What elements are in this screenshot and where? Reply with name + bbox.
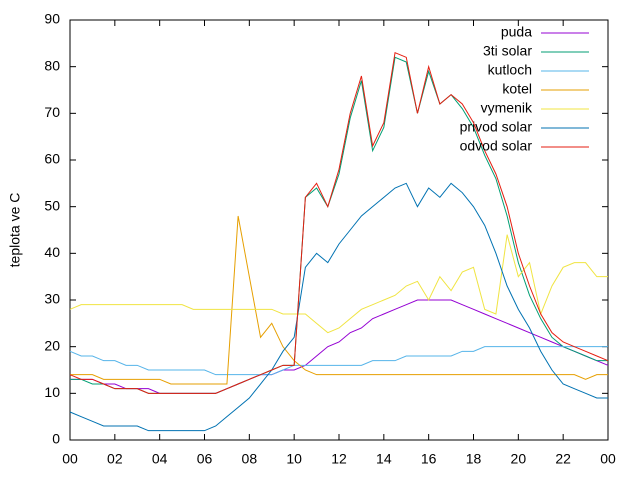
legend-label: privod solar <box>460 119 533 135</box>
legend-label: kotel <box>502 81 532 97</box>
y-tick-label: 50 <box>44 197 60 213</box>
y-tick-label: 20 <box>44 337 60 353</box>
y-tick-label: 40 <box>44 244 60 260</box>
legend-label: kutloch <box>488 62 532 78</box>
x-tick-label: 00 <box>600 451 616 467</box>
x-tick-label: 14 <box>376 451 392 467</box>
series-line <box>69 182 608 432</box>
x-tick-label: 00 <box>62 451 78 467</box>
y-tick-label: 0 <box>52 431 60 447</box>
y-tick-label: 90 <box>44 11 60 27</box>
x-tick-label: 20 <box>511 451 527 467</box>
legend-label: 3ti solar <box>483 43 532 59</box>
x-tick-label: 12 <box>331 451 347 467</box>
y-tick-label: 70 <box>44 104 60 120</box>
series-line <box>70 215 608 385</box>
series-line <box>69 234 608 334</box>
x-tick-label: 08 <box>242 451 258 467</box>
y-axis-label: teplota ve C <box>7 193 23 268</box>
series-line <box>69 346 608 376</box>
x-tick-label: 06 <box>197 451 213 467</box>
x-tick-label: 16 <box>421 451 437 467</box>
x-tick-label: 10 <box>286 451 302 467</box>
y-tick-label: 60 <box>44 151 60 167</box>
y-tick-label: 10 <box>44 384 60 400</box>
legend-label: odvod solar <box>460 138 533 154</box>
legend-label: puda <box>501 24 532 40</box>
x-tick-label: 02 <box>107 451 123 467</box>
legend-label: vymenik <box>481 100 533 116</box>
x-tick-label: 04 <box>152 451 168 467</box>
x-tick-label: 22 <box>555 451 571 467</box>
y-tick-label: 30 <box>44 291 60 307</box>
y-tick-label: 80 <box>44 57 60 73</box>
series-line <box>69 51 609 394</box>
x-tick-label: 18 <box>466 451 482 467</box>
